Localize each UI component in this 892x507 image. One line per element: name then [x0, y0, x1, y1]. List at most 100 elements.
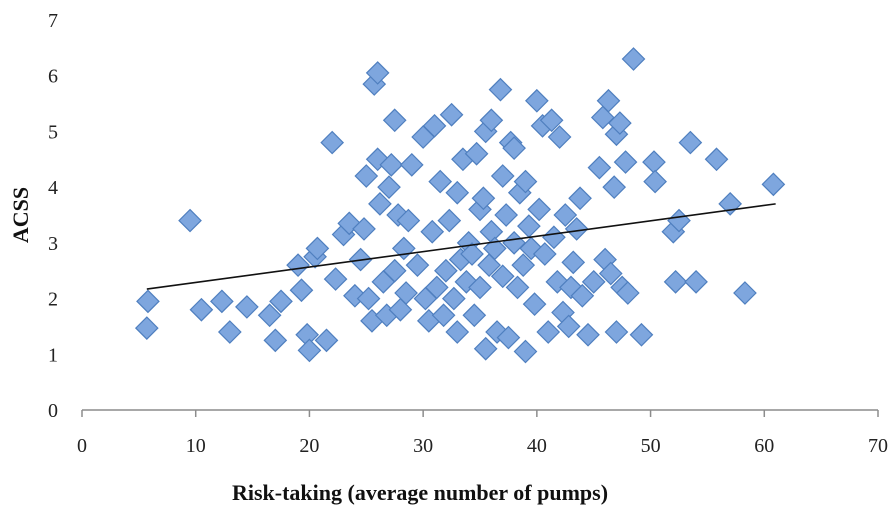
data-point [263, 328, 288, 353]
x-axis-label: Risk-taking (average number of pumps) [232, 480, 608, 505]
y-tick-label: 2 [48, 289, 58, 311]
data-point [382, 108, 407, 133]
data-point [210, 289, 234, 314]
data-point [377, 175, 401, 199]
data-point [445, 320, 470, 344]
data-point [532, 242, 557, 266]
y-tick-label: 1 [48, 344, 58, 366]
data-point [494, 203, 519, 227]
x-tick-marks [81, 410, 879, 417]
data-point [136, 289, 160, 314]
y-tick-label: 0 [48, 400, 58, 422]
data-point [379, 153, 404, 177]
data-point [527, 197, 551, 222]
data-point [464, 141, 489, 166]
data-point [479, 108, 504, 133]
data-point [428, 169, 453, 194]
data-point [490, 264, 515, 289]
data-point [356, 286, 381, 311]
data-point [382, 258, 407, 283]
data-point [615, 281, 640, 305]
data-point [704, 147, 729, 172]
x-tick-label: 50 [641, 435, 661, 457]
data-point [286, 253, 310, 277]
data-point [468, 275, 492, 300]
data-point [235, 295, 259, 319]
data-point [568, 186, 592, 211]
data-point [561, 250, 586, 275]
data-point [678, 130, 703, 155]
y-tick-labels: 0 1 2 3 4 5 6 7 [48, 10, 58, 422]
data-point [460, 242, 484, 266]
data-point [596, 88, 621, 113]
y-tick-label: 4 [48, 177, 58, 199]
x-tick-label: 30 [413, 435, 433, 457]
data-point [629, 322, 654, 347]
data-point [556, 314, 581, 339]
data-point [420, 219, 445, 244]
data-point [496, 325, 521, 350]
data-point [441, 286, 466, 311]
data-point [434, 258, 458, 283]
data-point [297, 338, 322, 363]
y-tick-label: 6 [48, 66, 58, 88]
data-point [604, 320, 629, 344]
data-point [365, 61, 390, 85]
data-point [394, 281, 418, 305]
data-point [354, 164, 379, 188]
data-point [323, 267, 348, 291]
data-point [368, 192, 392, 216]
data-point [564, 217, 589, 241]
data-point [178, 208, 202, 233]
data-point [488, 77, 513, 102]
data-point [424, 275, 449, 300]
data-point [217, 320, 242, 344]
y-tick-label: 7 [48, 10, 58, 32]
x-tick-label: 40 [527, 435, 547, 457]
data-point [525, 88, 549, 113]
data-point [437, 208, 462, 233]
data-point [422, 114, 447, 138]
data-point [305, 236, 330, 261]
data-point [621, 47, 646, 71]
x-tick-label: 10 [186, 435, 206, 457]
data-point [462, 303, 487, 328]
data-point [570, 283, 595, 308]
data-point [513, 169, 538, 194]
data-point [320, 130, 345, 155]
data-points [134, 47, 786, 364]
data-point [513, 339, 538, 364]
data-point [576, 322, 600, 347]
data-point [602, 175, 627, 199]
data-point [391, 236, 416, 261]
x-tick-label: 70 [868, 435, 888, 457]
data-point [663, 270, 688, 294]
y-axis-label: ACSS [8, 187, 33, 243]
data-point [289, 278, 314, 303]
data-point [471, 186, 496, 211]
data-point [405, 253, 430, 277]
data-point [399, 153, 424, 177]
data-point [598, 261, 623, 286]
data-point [257, 303, 282, 328]
data-point [522, 292, 547, 316]
data-point [581, 270, 606, 294]
data-point [352, 217, 376, 241]
data-point [502, 136, 526, 160]
data-point [642, 150, 666, 174]
data-point [667, 208, 691, 233]
data-point [511, 253, 536, 277]
data-point [608, 111, 632, 135]
x-tick-label: 0 [77, 435, 87, 457]
data-point [431, 303, 456, 328]
data-point [473, 336, 498, 361]
data-point [761, 172, 786, 197]
trendline [146, 203, 776, 290]
data-point [643, 169, 667, 194]
y-tick-label: 3 [48, 233, 58, 255]
data-point [314, 328, 339, 353]
data-point [439, 102, 464, 127]
data-point [479, 219, 504, 244]
data-point [547, 125, 572, 149]
